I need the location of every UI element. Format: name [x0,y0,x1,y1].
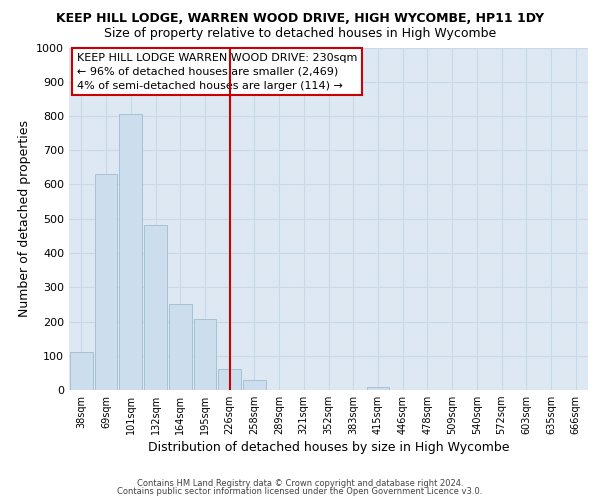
Bar [243,380,266,390]
Bar [119,114,142,390]
Y-axis label: Number of detached properties: Number of detached properties [17,120,31,318]
Text: Contains HM Land Registry data © Crown copyright and database right 2024.: Contains HM Land Registry data © Crown c… [137,478,463,488]
Bar [367,386,389,390]
Text: KEEP HILL LODGE WARREN WOOD DRIVE: 230sqm
← 96% of detached houses are smaller (: KEEP HILL LODGE WARREN WOOD DRIVE: 230sq… [77,52,357,90]
Bar [70,352,93,390]
Text: Size of property relative to detached houses in High Wycombe: Size of property relative to detached ho… [104,28,496,40]
Bar [95,174,118,390]
Bar [169,304,191,390]
Bar [218,370,241,390]
X-axis label: Distribution of detached houses by size in High Wycombe: Distribution of detached houses by size … [148,442,509,454]
Text: Contains public sector information licensed under the Open Government Licence v3: Contains public sector information licen… [118,487,482,496]
Text: KEEP HILL LODGE, WARREN WOOD DRIVE, HIGH WYCOMBE, HP11 1DY: KEEP HILL LODGE, WARREN WOOD DRIVE, HIGH… [56,12,544,26]
Bar [144,225,167,390]
Bar [194,319,216,390]
